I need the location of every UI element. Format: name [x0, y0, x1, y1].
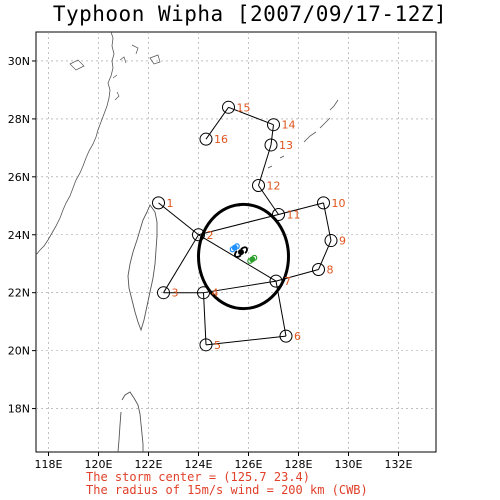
lon-tick-label: 120E — [85, 458, 113, 471]
map-frame — [35, 31, 437, 453]
lon-tick-label: 118E — [35, 458, 63, 471]
track-segment — [198, 213, 279, 236]
track-point-label: 3 — [172, 287, 179, 300]
track-segment — [203, 292, 207, 345]
lon-tick-label: 124E — [185, 458, 213, 471]
lon-tick-label: 126E — [235, 458, 263, 471]
coastlines — [35, 31, 339, 453]
graticule — [36, 32, 436, 452]
current-typhoon-icon — [234, 246, 248, 258]
lat-tick-label: 18N — [8, 403, 30, 416]
lat-tick-label: 30N — [8, 55, 30, 68]
track-segment — [278, 202, 324, 215]
track-point-label: 14 — [282, 119, 296, 132]
track-point-label: 13 — [279, 139, 293, 152]
track-segment — [270, 124, 274, 146]
green-storm-marker — [247, 254, 258, 264]
track-point-label: 5 — [214, 339, 221, 352]
luzon-outline — [117, 391, 144, 453]
track-point-marker — [264, 138, 278, 152]
track-point-marker — [192, 228, 205, 242]
track-point-marker — [152, 196, 165, 210]
track-segment — [228, 106, 274, 126]
track-point-marker — [222, 100, 235, 114]
wind-radius-text: The radius of 15m/s wind = 200 km (CWB) — [86, 483, 368, 497]
track-point-label: 2 — [207, 229, 214, 242]
lat-tick-label: 24N — [8, 229, 30, 242]
track-segment — [203, 280, 277, 294]
track-point-label: 16 — [214, 133, 228, 146]
track-point-label: 9 — [339, 235, 346, 248]
storm-center-text: The storm center = (125.7 23.4) — [86, 470, 310, 484]
track-point-marker — [267, 118, 280, 132]
lon-tick-label: 132E — [385, 458, 413, 471]
track-point-marker — [272, 207, 285, 221]
track-point-marker — [157, 286, 170, 300]
track-point-marker — [197, 286, 210, 300]
track-point-label: 8 — [327, 264, 334, 277]
lat-tick-label: 28N — [8, 113, 30, 126]
track-point-marker — [279, 329, 293, 343]
map-title: Typhoon Wipha [2007/09/17-12Z] — [52, 2, 448, 26]
lon-tick-label: 128E — [285, 458, 313, 471]
blue-storm-marker — [229, 243, 240, 253]
track-segment — [275, 269, 319, 282]
ryukyu-islands — [236, 99, 339, 207]
lat-tick-label: 20N — [8, 345, 30, 358]
track-point-label: 12 — [267, 180, 281, 193]
track-point-label: 4 — [212, 287, 219, 300]
coastal-islands — [69, 44, 161, 101]
storm-markers — [229, 243, 258, 264]
track-point-marker — [269, 274, 283, 288]
taiwan-outline — [127, 204, 158, 332]
track-segment — [205, 335, 287, 346]
wind-radius-group — [197, 202, 290, 311]
wind-radius-circle — [197, 202, 290, 311]
track-point-label: 1 — [167, 197, 174, 210]
lon-tick-label: 130E — [335, 458, 363, 471]
track-point-label: 15 — [237, 101, 251, 114]
track-point-label: 7 — [284, 275, 291, 288]
track-point-marker — [199, 132, 213, 146]
track-point-label: 11 — [287, 208, 301, 221]
track-point-label: 10 — [332, 197, 346, 210]
track-segment — [258, 144, 272, 186]
track-segment — [158, 202, 199, 236]
track-point-marker — [252, 179, 265, 193]
track-point-marker — [317, 196, 330, 210]
track-point-marker — [312, 263, 325, 277]
track-segment — [205, 107, 229, 140]
lat-tick-label: 26N — [8, 171, 30, 184]
track-segment — [163, 234, 199, 293]
track-segment — [318, 240, 332, 270]
lat-tick-label: 22N — [8, 287, 30, 300]
track-point-marker — [324, 234, 338, 248]
track-point-label: 6 — [294, 330, 301, 343]
track-point-marker — [199, 338, 213, 352]
china-coastline — [35, 31, 115, 256]
lon-tick-label: 122E — [135, 458, 163, 471]
axis-labels: 118E 120E 122E 124E 126E 128E 130E 132E18N20N22… — [8, 55, 413, 471]
